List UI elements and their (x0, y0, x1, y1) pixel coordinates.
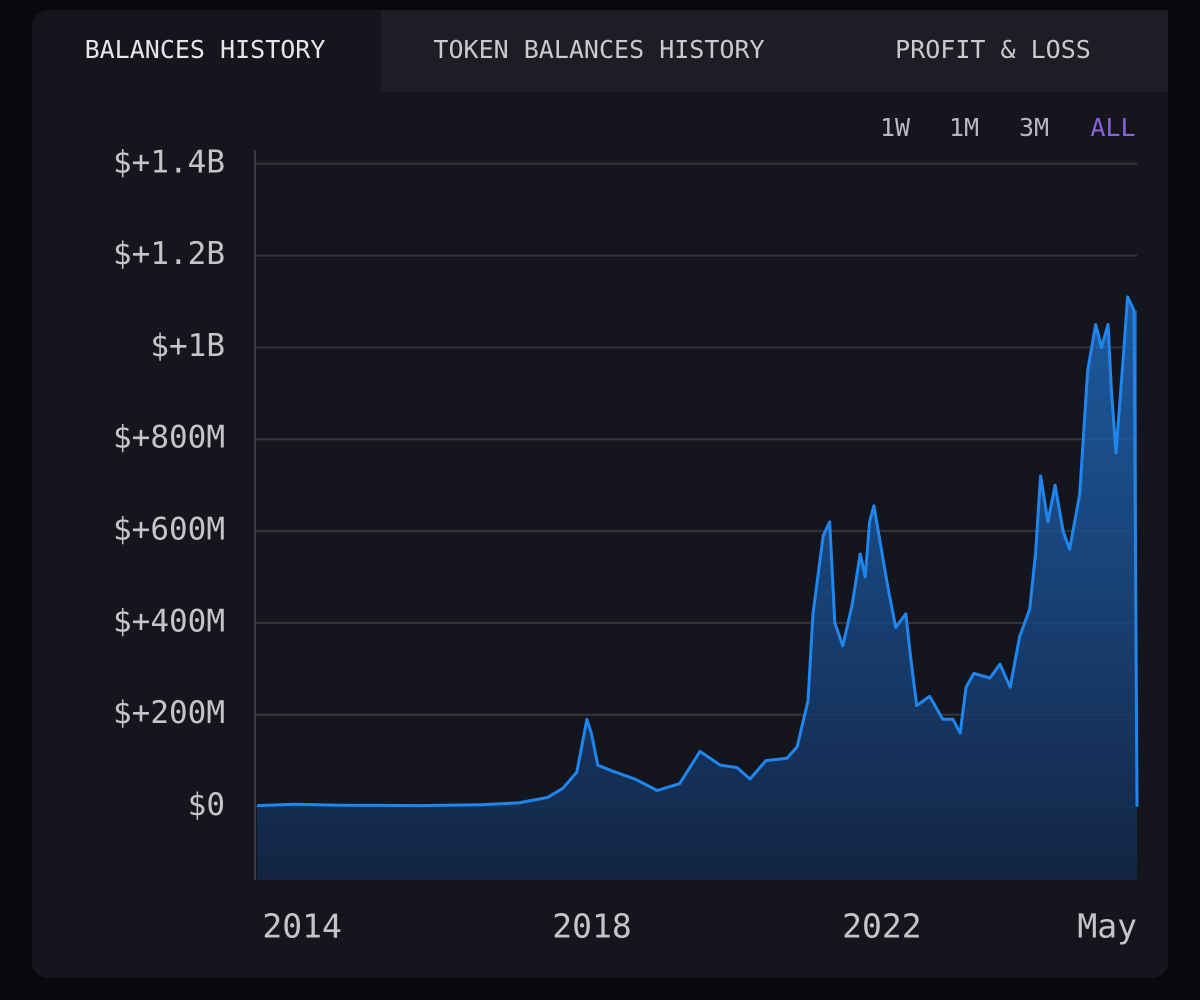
y-tick-label: $+1.2B (113, 236, 225, 272)
x-tick-label: 2014 (262, 907, 341, 946)
y-tick-label: $0 (188, 787, 225, 823)
area (257, 296, 1137, 880)
y-tick-label: $+600M (113, 512, 225, 548)
tab[interactable]: TOKEN BALANCES HISTORY (433, 35, 764, 64)
x-tick-label: May (1077, 907, 1137, 946)
plot: $0 $+200M $+400M $+600M $+800M $+1B $+1.2B $+1.… (113, 144, 1139, 946)
tab[interactable]: PROFIT & LOSS (895, 35, 1091, 64)
x-tick-label: 2018 (552, 907, 631, 946)
y-tick-label: $+200M (113, 695, 225, 731)
ui: BALANCES HISTORY TOKEN BALANCES HISTORY PR… (85, 35, 1136, 142)
y-tick-label: $+1B (150, 328, 225, 364)
x-tick-label: 2022 (842, 907, 921, 946)
tab[interactable]: BALANCES HISTORY (85, 35, 326, 64)
range-button[interactable]: ALL (1090, 113, 1135, 142)
y-tick-label: $+800M (113, 420, 225, 456)
line (257, 295, 1136, 808)
y-tick-label: $+1.4B (113, 144, 225, 180)
y-tick-label: $+400M (113, 603, 225, 639)
range-button[interactable]: 1W (880, 113, 911, 142)
end-drop (1132, 310, 1139, 807)
tab-bar (381, 10, 1168, 92)
range-button[interactable]: 1M (949, 113, 979, 142)
range-button[interactable]: 3M (1019, 113, 1049, 142)
